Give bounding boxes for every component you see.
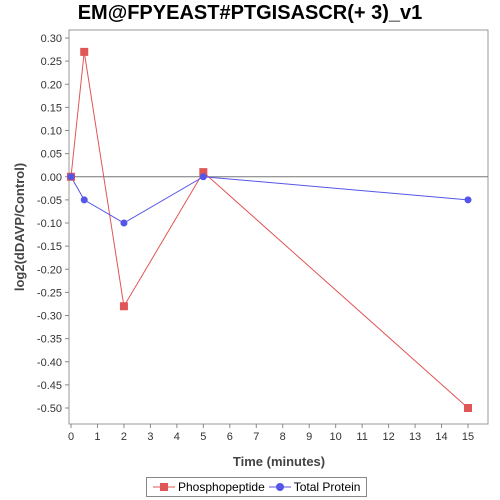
plot-area	[68, 29, 489, 425]
data-point-phosphopeptide	[119, 302, 128, 311]
x-tick-label: 3	[147, 431, 153, 443]
x-tick-label: 4	[174, 431, 180, 443]
y-tick-label: 0.25	[41, 56, 62, 68]
y-tick-label: -0.40	[37, 357, 62, 369]
legend-label-phosphopeptide: Phosphopeptide	[178, 480, 265, 494]
legend-label-total-protein: Total Protein	[293, 480, 361, 494]
y-tick-label: -0.20	[37, 264, 62, 276]
x-tick-label: 7	[253, 431, 259, 443]
y-tick-label: 0.10	[41, 126, 62, 138]
data-point-total-protein	[120, 219, 128, 227]
x-tick-label: 0	[68, 431, 74, 443]
x-tick-label: 8	[280, 431, 286, 443]
legend: Phosphopeptide Total Protein	[146, 477, 368, 497]
y-tick-label: -0.30	[37, 311, 62, 323]
y-tick-label: 0.30	[41, 33, 62, 45]
series-layer	[67, 47, 472, 412]
x-tick-label: 9	[306, 431, 312, 443]
x-tick-label: 13	[409, 431, 421, 443]
y-tick-label: -0.45	[37, 380, 62, 392]
data-point-total-protein	[199, 173, 207, 181]
y-tick-label: -0.35	[37, 334, 62, 346]
y-tick-label: -0.15	[37, 241, 62, 253]
y-tick-label: 0.05	[41, 149, 62, 161]
chart-title: EM@FPYEAST#PTGISASCR(+ 3)_v1	[77, 2, 423, 24]
y-tick-label: 0.15	[41, 102, 62, 114]
data-point-total-protein	[80, 196, 88, 204]
data-point-phosphopeptide	[199, 168, 208, 177]
y-tick-label: 0.00	[41, 172, 62, 184]
x-axis-title: Time (minutes)	[233, 454, 325, 469]
y-tick-label: -0.10	[37, 218, 62, 230]
square-marker-icon	[153, 483, 175, 491]
data-point-total-protein	[464, 196, 472, 204]
x-tick-label: 14	[435, 431, 447, 443]
y-axis-title: log2(dDAVP/Control)	[12, 163, 27, 291]
data-point-phosphopeptide	[80, 47, 89, 56]
data-point-total-protein	[67, 173, 75, 181]
x-tick-label: 11	[356, 431, 367, 443]
x-tick-label: 15	[462, 431, 474, 443]
x-tick-label: 12	[382, 431, 394, 443]
data-point-phosphopeptide	[464, 404, 472, 412]
legend-item-total-protein: Total Protein	[268, 480, 361, 494]
x-tick-label: 2	[121, 431, 127, 443]
x-tick-label: 6	[227, 431, 233, 443]
x-tick-label: 5	[200, 431, 206, 443]
legend-item-phosphopeptide: Phosphopeptide	[153, 480, 265, 494]
circle-marker-icon	[268, 483, 291, 491]
x-axis: 0 1 2 3 4 5 6 7 8 9 10 11 12 13 14 15	[68, 424, 474, 443]
x-tick-label: 10	[330, 431, 342, 443]
y-axis: 0.30 0.25 0.20 0.15 0.10 0.05 0.00 -0.05 -0.10 -0…	[37, 33, 69, 415]
y-tick-label: -0.50	[37, 403, 62, 415]
y-tick-label: 0.20	[41, 79, 62, 91]
y-tick-label: -0.05	[37, 195, 62, 207]
x-tick-label: 1	[94, 431, 100, 443]
y-tick-label: -0.25	[37, 287, 62, 299]
